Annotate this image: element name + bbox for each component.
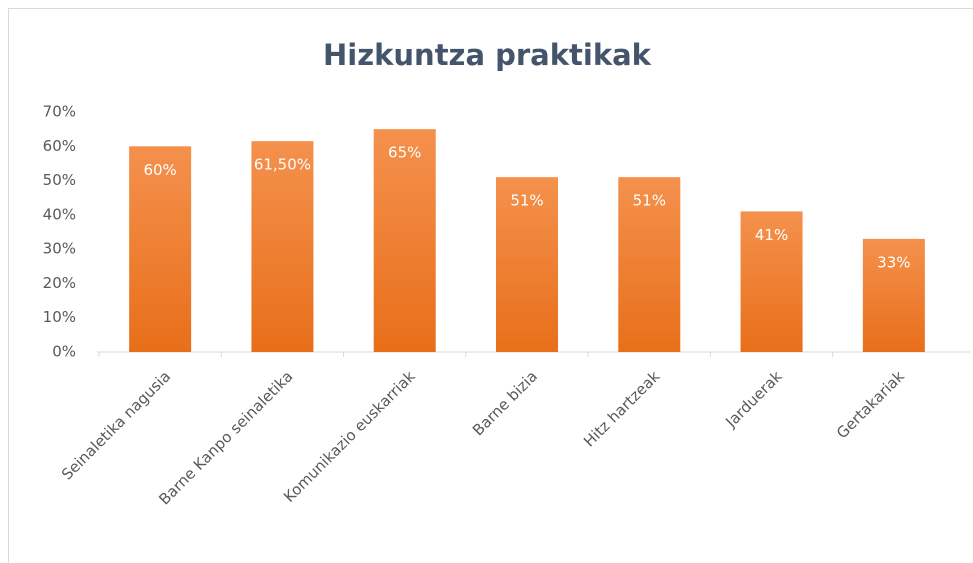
- value-label: 51%: [510, 192, 543, 210]
- y-tick-label: 70%: [43, 103, 76, 121]
- value-label: 60%: [143, 161, 176, 179]
- bar: [496, 177, 558, 352]
- chart-border: [8, 8, 973, 563]
- bar: [740, 211, 803, 352]
- chart-title: Hizkuntza praktikak: [323, 38, 652, 72]
- y-tick-label: 10%: [43, 308, 76, 326]
- bar: [373, 129, 436, 352]
- value-label: 65%: [388, 144, 421, 162]
- x-tick-label: Jarduerak: [721, 367, 785, 431]
- y-tick-label: 30%: [43, 240, 76, 258]
- value-label: 61,50%: [254, 156, 311, 174]
- x-tick-label: Hitz hartzeak: [580, 367, 663, 450]
- x-tick-label: Seinaletika nagusia: [58, 367, 174, 483]
- x-tick-label: Barne Kanpo seinaletika: [155, 367, 296, 508]
- value-label: 41%: [755, 226, 788, 244]
- y-tick-label: 50%: [43, 171, 76, 189]
- bar: [251, 141, 314, 352]
- value-label: 33%: [877, 253, 910, 271]
- y-tick-label: 0%: [52, 343, 76, 361]
- bar: [618, 177, 681, 352]
- x-tick-label: Gertakariak: [833, 367, 908, 442]
- x-tick-label: Barne bizia: [469, 367, 541, 439]
- y-tick-label: 60%: [43, 137, 76, 155]
- y-tick-label: 20%: [43, 274, 76, 292]
- x-tick-label: Komunikazio euskarriak: [280, 367, 419, 506]
- y-tick-label: 40%: [43, 205, 76, 223]
- bar: [129, 146, 192, 352]
- bar: [862, 238, 925, 352]
- value-label: 51%: [633, 192, 666, 210]
